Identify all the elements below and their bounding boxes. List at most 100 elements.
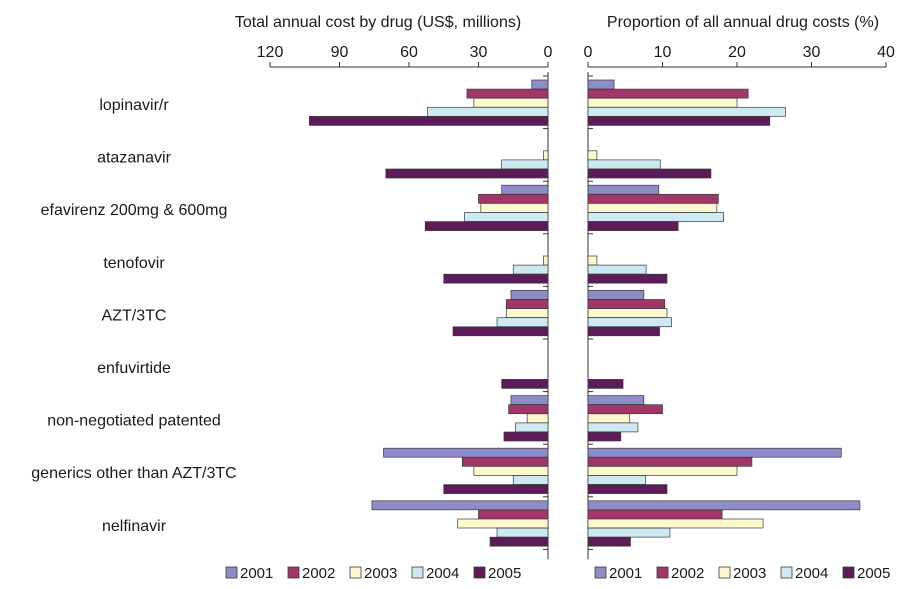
legend-swatch <box>349 566 362 579</box>
bar <box>543 255 549 266</box>
bar <box>587 484 668 494</box>
bar <box>496 527 549 538</box>
bar <box>461 456 549 467</box>
legend-label: 2003 <box>364 565 397 582</box>
category-label: lopinavir/r <box>99 97 169 114</box>
bar <box>587 404 663 415</box>
left-panel: Total annual cost by drug (US$, millions… <box>235 14 553 560</box>
bar <box>510 395 549 405</box>
bar <box>587 431 622 442</box>
bar <box>443 273 549 284</box>
right-legend: 2001 2002 2003 2004 2005 <box>594 565 890 582</box>
bar <box>587 308 668 318</box>
legend-label: 2004 <box>795 565 828 582</box>
bar <box>587 88 749 99</box>
x-tick-label: 120 <box>257 44 284 61</box>
bar <box>587 326 660 337</box>
bar <box>587 379 624 389</box>
bar <box>424 221 549 231</box>
legend-swatch <box>594 566 607 579</box>
left-legend: 2001 2002 2003 2004 2005 <box>225 565 521 582</box>
legend-swatch <box>411 566 424 579</box>
bar <box>587 456 753 467</box>
bar <box>587 518 764 529</box>
right-panel: Proportion of all annual drug costs (%) … <box>584 14 895 560</box>
bar <box>587 203 718 213</box>
bar <box>505 308 549 318</box>
bar <box>512 475 549 485</box>
bar <box>587 475 646 485</box>
bar <box>587 413 631 424</box>
bar <box>473 97 549 108</box>
x-tick-label: 30 <box>803 44 821 61</box>
legend-label: 2005 <box>857 565 890 582</box>
bar <box>587 290 645 300</box>
bar <box>427 106 549 117</box>
legend-swatch <box>287 566 300 579</box>
left-panel-title: Total annual cost by drug (US$, millions… <box>235 14 521 31</box>
bar <box>587 536 631 547</box>
bar <box>515 422 549 433</box>
bar <box>531 79 549 90</box>
bar <box>473 466 549 476</box>
category-label: non-negotiated patented <box>47 413 220 430</box>
bar <box>466 88 549 99</box>
legend-swatch <box>780 566 793 579</box>
bar <box>480 203 549 213</box>
bar <box>587 527 671 538</box>
x-tick-label: 0 <box>544 44 553 61</box>
bar <box>587 116 771 126</box>
legend-label: 2002 <box>302 565 335 582</box>
bar <box>464 212 549 222</box>
category-label: efavirenz 200mg & 600mg <box>41 202 228 219</box>
bar <box>501 159 549 170</box>
category-label: enfuvirtide <box>97 360 171 377</box>
bar <box>587 317 672 328</box>
bar <box>587 221 679 231</box>
x-tick-label: 40 <box>877 44 895 61</box>
right-panel-title: Proportion of all annual drug costs (%) <box>607 14 879 31</box>
bar <box>587 466 738 476</box>
bar <box>587 193 719 204</box>
bar <box>587 299 666 309</box>
bar <box>587 159 661 170</box>
category-label: generics other than AZT/3TC <box>31 465 236 482</box>
bar <box>587 255 598 266</box>
bar <box>587 447 842 458</box>
bar <box>478 509 549 520</box>
bar <box>587 422 639 433</box>
x-tick-label: 30 <box>470 44 488 61</box>
bar <box>443 484 549 494</box>
bar <box>510 290 549 300</box>
legend-label: 2005 <box>488 565 521 582</box>
bar <box>501 379 549 389</box>
bar <box>478 193 549 204</box>
bar <box>587 264 647 275</box>
category-label: nelfinavir <box>102 518 167 535</box>
x-tick-label: 60 <box>400 44 418 61</box>
bar <box>587 395 645 405</box>
legend-swatch <box>718 566 731 579</box>
x-tick-label: 10 <box>654 44 672 61</box>
bar <box>587 168 712 179</box>
category-label: AZT/3TC <box>102 307 167 324</box>
bar <box>587 212 724 222</box>
bar <box>385 168 549 179</box>
bar <box>587 273 668 284</box>
legend-swatch <box>842 566 855 579</box>
category-label: atazanavir <box>97 150 171 167</box>
bar <box>543 150 549 161</box>
legend-label: 2004 <box>426 565 459 582</box>
bar <box>452 326 549 337</box>
bar <box>505 299 549 309</box>
bar <box>587 184 660 195</box>
x-tick-label: 0 <box>584 44 593 61</box>
legend-label: 2001 <box>609 565 642 582</box>
bar <box>383 447 549 458</box>
bar <box>457 518 549 529</box>
legend-swatch <box>473 566 486 579</box>
bar <box>508 404 549 415</box>
legend-swatch <box>225 566 238 579</box>
bar <box>526 413 549 424</box>
